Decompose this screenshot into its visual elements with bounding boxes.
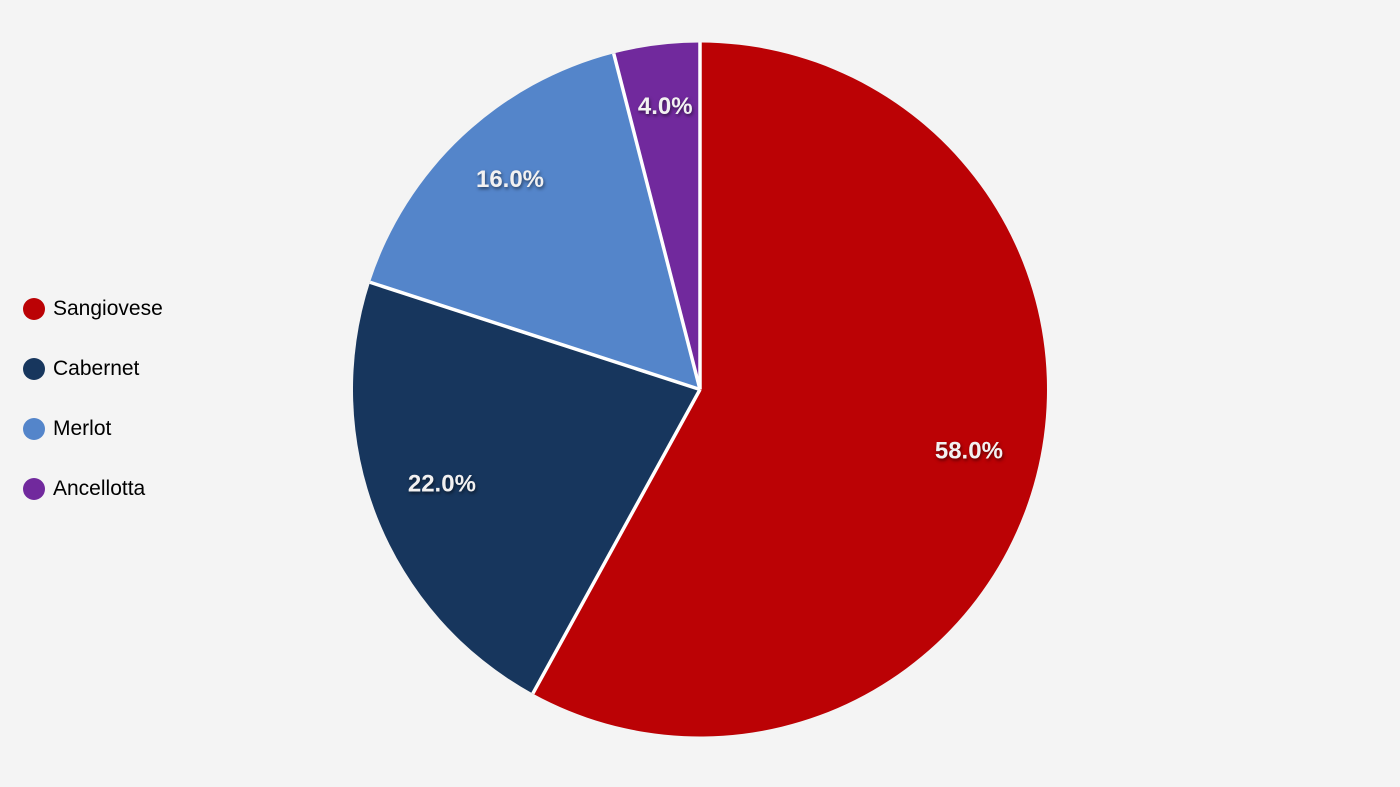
legend-swatch-sangiovese-icon — [23, 298, 45, 320]
legend-item-sangiovese[interactable]: Sangiovese — [23, 279, 163, 339]
legend-swatch-merlot-icon — [23, 418, 45, 440]
legend-swatch-cabernet-icon — [23, 358, 45, 380]
legend-item-ancellotta[interactable]: Ancellotta — [23, 459, 163, 519]
legend-label-ancellotta: Ancellotta — [53, 477, 146, 500]
chart-legend: Sangiovese Cabernet Merlot Ancellotta — [23, 279, 163, 519]
legend-swatch-ancellotta-icon — [23, 478, 45, 500]
slice-separator — [612, 52, 702, 390]
pie-slice-cabernet[interactable] — [352, 282, 700, 694]
slice-separator — [531, 388, 702, 695]
legend-item-merlot[interactable]: Merlot — [23, 399, 163, 459]
legend-label-cabernet: Cabernet — [53, 357, 140, 380]
legend-item-cabernet[interactable]: Cabernet — [23, 339, 163, 399]
legend-label-merlot: Merlot — [53, 417, 112, 440]
pie-slice-merlot[interactable] — [369, 53, 700, 390]
pie-slice-sangiovese[interactable] — [532, 42, 1047, 737]
slice-separator — [369, 280, 701, 392]
legend-label-sangiovese: Sangiovese — [53, 297, 163, 320]
